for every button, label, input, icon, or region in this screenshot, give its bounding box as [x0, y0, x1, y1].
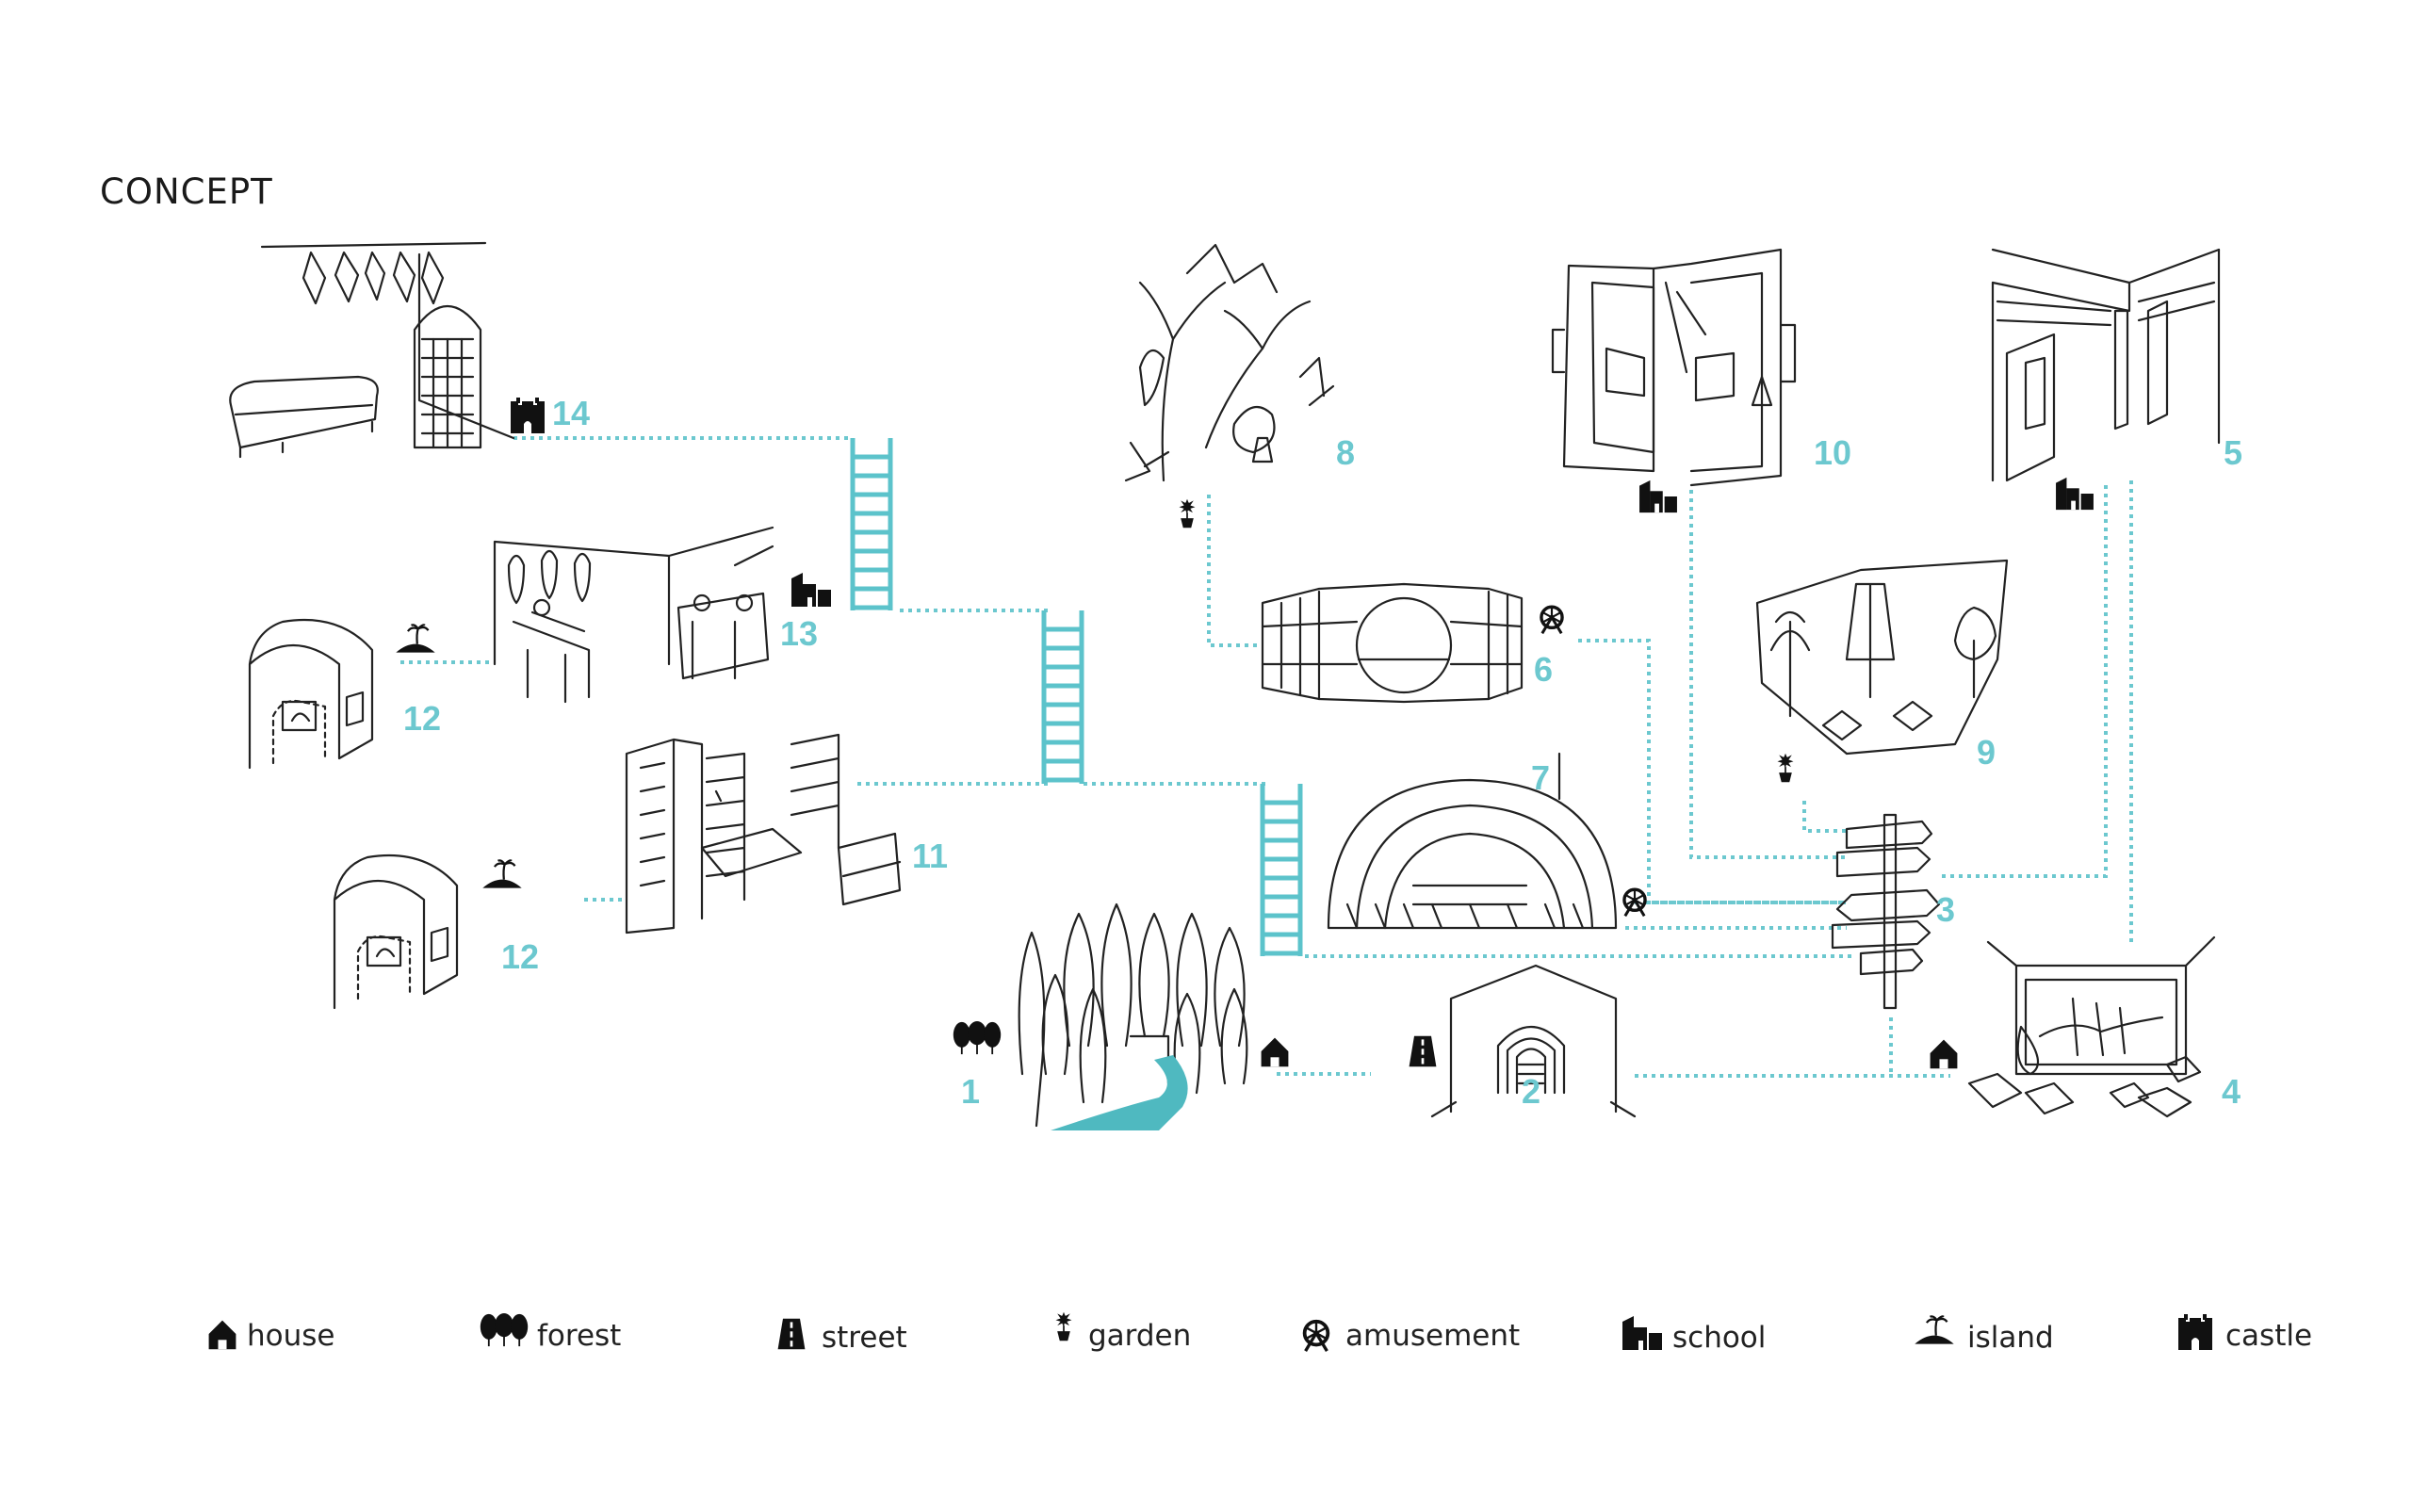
house-icon: [1930, 1039, 1958, 1069]
legend-label-island: island: [1967, 1321, 2054, 1355]
sketch-classroom: [493, 526, 774, 704]
node-label-2: 2: [1522, 1072, 1541, 1111]
castle-icon: [511, 398, 545, 433]
street-icon: [777, 1318, 806, 1350]
node-label-3: 3: [1936, 890, 1956, 929]
sketch-forest: [1018, 902, 1248, 1128]
connector-9-3: [1802, 801, 1847, 833]
forest-icon: [953, 1021, 1002, 1055]
node-label-14: 14: [552, 394, 591, 432]
amusement-icon: [1540, 605, 1564, 635]
sketch-corridor: [1991, 248, 2221, 482]
node-label-1: 1: [961, 1072, 981, 1111]
sketch-signpost: [1831, 813, 1941, 1010]
legend-label-amusement: amusement: [1345, 1319, 1521, 1353]
ladder-2: [1041, 610, 1084, 784]
node-label-13: 13: [780, 614, 819, 653]
amusement-icon: [1302, 1319, 1330, 1353]
node-label-12a: 12: [403, 699, 442, 738]
house-icon: [1261, 1037, 1289, 1067]
garden-icon: [1179, 498, 1196, 528]
node-label-7: 7: [1531, 758, 1551, 797]
school-icon: [1622, 1316, 1662, 1350]
node-label-6: 6: [1534, 650, 1554, 689]
sketch-tree-room: [1755, 559, 2009, 756]
sketch-studio: [1967, 935, 2216, 1118]
sketch-garden: [1124, 243, 1335, 482]
node-label-11: 11: [912, 837, 949, 875]
connection-lines: [400, 436, 2133, 1078]
sketch-school-room: [1551, 248, 1797, 487]
node-label-9: 9: [1977, 733, 1996, 772]
street-icon: [1409, 1035, 1437, 1067]
connector-10-3: [1689, 490, 1847, 859]
school-icon: [1639, 480, 1677, 513]
node-label-5: 5: [2224, 433, 2243, 472]
island-icon: [481, 859, 523, 889]
legend-label-house: house: [247, 1319, 335, 1353]
sketch-niche-b: [333, 854, 459, 1010]
legend-label-garden: garden: [1088, 1319, 1192, 1353]
sketch-library: [625, 733, 902, 935]
ladder-3: [1260, 784, 1303, 956]
node-label-4: 4: [2222, 1072, 2241, 1111]
legend-label-castle: castle: [2225, 1319, 2313, 1353]
legend-label-street: street: [822, 1321, 907, 1355]
garden-icon: [1777, 753, 1794, 783]
connector-6-3: [1578, 639, 1847, 904]
connector-5-3: [1941, 485, 2108, 878]
legend-label-school: school: [1672, 1321, 1767, 1355]
sketch-niche-a: [248, 618, 374, 770]
sketch-dome: [1327, 752, 1618, 930]
ladder-1: [850, 438, 893, 610]
river: [1051, 1055, 1188, 1130]
forest-icon: [480, 1313, 529, 1347]
page-title: CONCEPT: [100, 171, 273, 212]
legend-label-forest: forest: [537, 1319, 622, 1353]
island-icon: [1914, 1315, 1955, 1345]
sketch-castle-room: [229, 241, 515, 459]
legend-icons: [208, 1311, 2212, 1353]
connector-8-6: [1207, 495, 1263, 647]
island-icon: [395, 624, 436, 654]
node-label-8: 8: [1336, 433, 1356, 472]
castle-icon: [2178, 1314, 2212, 1350]
sketch-tunnel: [1430, 964, 1637, 1118]
garden-icon: [1055, 1311, 1072, 1341]
house-icon: [208, 1320, 236, 1350]
node-icons: [395, 398, 2094, 1069]
school-icon: [2056, 477, 2094, 511]
node-label-12b: 12: [501, 937, 540, 976]
sketch-pod: [1261, 582, 1524, 704]
node-label-10: 10: [1814, 433, 1852, 472]
school-icon: [791, 573, 831, 607]
